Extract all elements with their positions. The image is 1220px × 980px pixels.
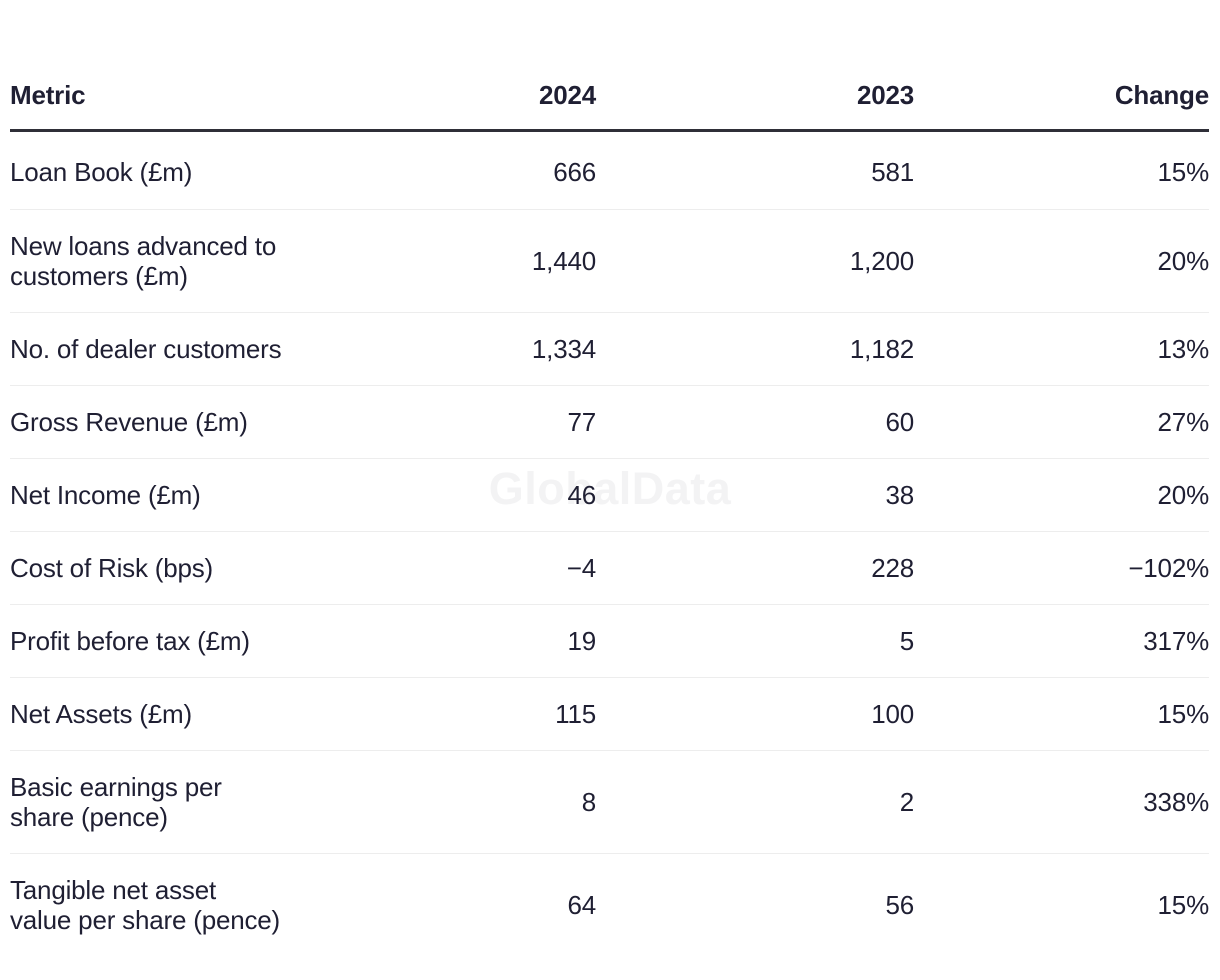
metric-cell: Gross Revenue (£m) (10, 385, 360, 459)
metric-cell: New loans advanced to customers (£m) (10, 209, 360, 313)
table-row: New loans advanced to customers (£m) 1,44… (10, 209, 1209, 313)
metric-cell: Net Assets (£m) (10, 677, 360, 751)
value-2023-cell: 56 (885, 890, 914, 920)
table-row: Net Assets (£m) 115 100 15% (10, 677, 1209, 751)
table-row: Net Income (£m) 46 38 20% (10, 458, 1209, 532)
change-cell: 27% (914, 385, 1209, 459)
value-2023-cell: 228 (596, 531, 914, 605)
metric-cell: Net Income (£m) (10, 458, 360, 532)
metric-cell: Basic earnings per share (pence) (10, 750, 360, 854)
metric-cell: Loan Book (£m) (10, 130, 360, 210)
table-row: Cost of Risk (bps) −4 228 −102% (10, 531, 1209, 605)
change-cell: 13% (914, 312, 1209, 386)
value-2023-cell: 1,182 (596, 312, 914, 386)
financial-metrics-table: Metric 2024 2023 Change Loan Book (£m) 66… (10, 72, 1209, 956)
change-cell: 338% (914, 750, 1209, 854)
value-2023-cell: 1,200 (596, 209, 914, 313)
value-2024-cell: 77 (360, 385, 596, 459)
value-2023-cell: 5 (596, 604, 914, 678)
change-cell: 15% (914, 677, 1209, 751)
table-row: Tangible net asset value per share (penc… (10, 854, 1209, 957)
value-2023-cell: 2 (596, 750, 914, 854)
value-2024-cell: 1,440 (360, 209, 596, 313)
value-2024-cell: 19 (360, 604, 596, 678)
change-cell: −102% (914, 531, 1209, 605)
value-2023-cell: 38 (596, 458, 914, 532)
value-2024-cell: 1,334 (360, 312, 596, 386)
value-2023-cell: 60 (596, 385, 914, 459)
metric-cell: Profit before tax (£m) (10, 604, 360, 678)
value-2023-cell: 100 (596, 677, 914, 751)
column-header-2023: 2023 (596, 72, 914, 132)
table-header: Metric 2024 2023 Change (10, 72, 1209, 132)
column-header-change: Change (914, 72, 1209, 132)
metric-cell: Tangible net asset value per share (penc… (10, 875, 280, 935)
value-2024-cell: 64 (567, 890, 596, 920)
table-row: Profit before tax (£m) 19 5 317% (10, 604, 1209, 678)
table-row: Gross Revenue (£m) 77 60 27% (10, 385, 1209, 459)
value-2024-cell: −4 (360, 531, 596, 605)
table-row: Basic earnings per share (pence) 8 2 338% (10, 750, 1209, 854)
header-row: Metric 2024 2023 Change (10, 72, 1209, 132)
table-row: Loan Book (£m) 666 581 15% (10, 130, 1209, 210)
metric-cell: No. of dealer customers (10, 312, 360, 386)
value-2023-cell: 581 (596, 130, 914, 210)
value-2024-cell: 115 (360, 677, 596, 751)
change-cell: 15% (914, 130, 1209, 210)
table-row: No. of dealer customers 1,334 1,182 13% (10, 312, 1209, 386)
column-header-metric: Metric (10, 72, 360, 132)
change-cell: 317% (914, 604, 1209, 678)
table-body: Loan Book (£m) 666 581 15% New loans advance… (10, 130, 1209, 957)
column-header-2024: 2024 (360, 72, 596, 132)
change-cell: 20% (914, 458, 1209, 532)
value-2024-cell: 46 (360, 458, 596, 532)
value-2024-cell: 8 (360, 750, 596, 854)
metrics-table-container: Metric 2024 2023 Change Loan Book (£m) 66… (10, 72, 1209, 956)
change-cell: 15% (1157, 890, 1210, 920)
change-cell: 20% (914, 209, 1209, 313)
value-2024-cell: 666 (360, 130, 596, 210)
metric-cell: Cost of Risk (bps) (10, 531, 360, 605)
